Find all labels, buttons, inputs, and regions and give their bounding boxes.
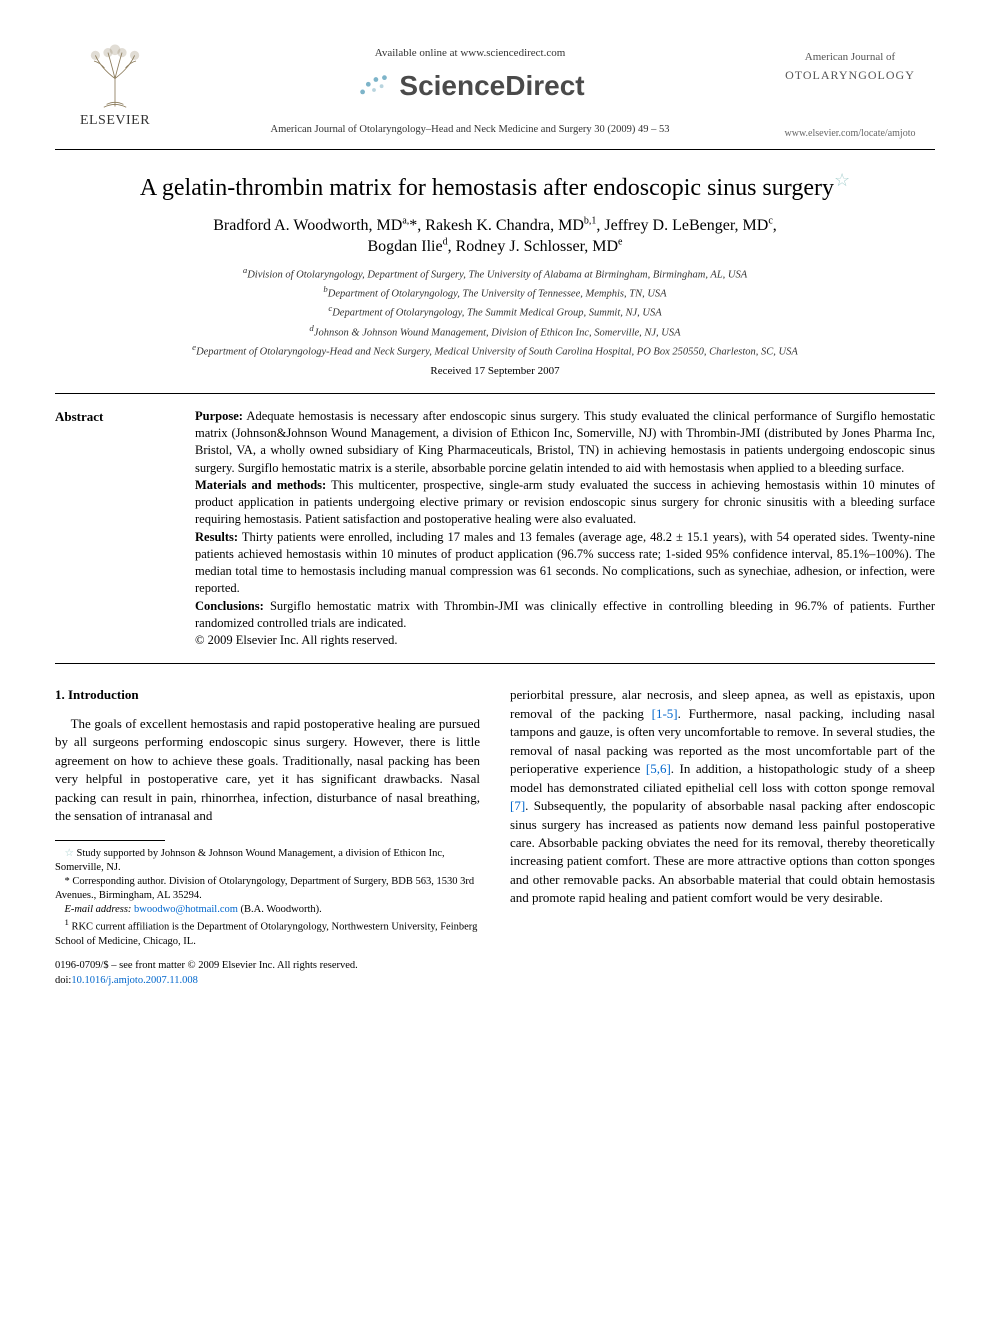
title-star-icon: ☆ — [834, 170, 850, 190]
ref-5-6[interactable]: [5,6] — [646, 761, 671, 776]
footnote-rkc: 1 RKC current affiliation is the Departm… — [55, 917, 480, 949]
abstract-block: Abstract Purpose: Adequate hemostasis is… — [55, 394, 935, 664]
authors-line2: Bogdan Ilied, Rodney J. Schlosser, MDe — [367, 238, 622, 255]
ref-1-5[interactable]: [1-5] — [652, 706, 678, 721]
main-columns: 1. Introduction The goals of excellent h… — [55, 686, 935, 989]
footnote-email: E-mail address: bwoodwo@hotmail.com (B.A… — [55, 903, 480, 917]
doi-link[interactable]: 10.1016/j.amjoto.2007.11.008 — [71, 975, 197, 986]
ref-7[interactable]: [7] — [510, 798, 525, 813]
front-matter: 0196-0709/$ – see front matter © 2009 El… — [55, 959, 480, 974]
received-date: Received 17 September 2007 — [55, 364, 935, 379]
results-head: Results: — [195, 530, 238, 544]
availability-text: Available online at www.sciencedirect.co… — [175, 46, 765, 61]
elsevier-tree-icon — [80, 40, 150, 110]
affiliation-e: eDepartment of Otolaryngology-Head and N… — [55, 341, 935, 360]
sciencedirect-block: Available online at www.sciencedirect.co… — [175, 40, 765, 141]
results-text: Thirty patients were enrolled, including… — [195, 530, 935, 596]
email-link[interactable]: bwoodwo@hotmail.com — [134, 904, 238, 915]
col2-part-d: . Subsequently, the popularity of absorb… — [510, 798, 935, 905]
conclusions-text: Surgiflo hemostatic matrix with Thrombin… — [195, 599, 935, 630]
sciencedirect-logo: ScienceDirect — [355, 67, 584, 105]
footnote-corresponding: * Corresponding author. Division of Otol… — [55, 875, 480, 903]
methods-head: Materials and methods: — [195, 478, 326, 492]
affiliations: aDivision of Otolaryngology, Department … — [55, 264, 935, 360]
header-rule — [55, 149, 935, 150]
footnote-rule — [55, 840, 165, 841]
title-text: A gelatin-thrombin matrix for hemostasis… — [140, 175, 834, 201]
affiliation-c: cDepartment of Otolaryngology, The Summi… — [55, 302, 935, 321]
column-right: periorbital pressure, alar necrosis, and… — [510, 686, 935, 989]
publisher-block: ELSEVIER — [55, 40, 175, 131]
email-suffix: (B.A. Woodworth). — [238, 904, 322, 915]
doi-line: doi:10.1016/j.amjoto.2007.11.008 — [55, 974, 480, 989]
affiliation-d: dJohnson & Johnson Wound Management, Div… — [55, 322, 935, 341]
abstract-copyright: © 2009 Elsevier Inc. All rights reserved… — [195, 633, 398, 647]
sciencedirect-swirl-icon — [355, 71, 393, 101]
citation-line: American Journal of Otolaryngology–Head … — [175, 123, 765, 137]
journal-url: www.elsevier.com/locate/amjoto — [765, 127, 935, 141]
footnotes: ☆ Study supported by Johnson & Johnson W… — [55, 847, 480, 950]
intro-para-left: The goals of excellent hemostasis and ra… — [55, 715, 480, 826]
email-label: E-mail address: — [64, 904, 134, 915]
header-row: ELSEVIER Available online at www.science… — [55, 40, 935, 141]
purpose-head: Purpose: — [195, 409, 243, 423]
intro-para-right: periorbital pressure, alar necrosis, and… — [510, 686, 935, 907]
affiliation-a: aDivision of Otolaryngology, Department … — [55, 264, 935, 283]
journal-name-line1: American Journal of — [765, 50, 935, 65]
sciencedirect-brand: ScienceDirect — [399, 67, 584, 105]
intro-heading: 1. Introduction — [55, 686, 480, 704]
authors-line1: Bradford A. Woodworth, MDa,*, Rakesh K. … — [213, 217, 777, 234]
abstract-body: Purpose: Adequate hemostasis is necessar… — [195, 408, 935, 650]
doi-label: doi: — [55, 975, 71, 986]
purpose-text: Adequate hemostasis is necessary after e… — [195, 409, 935, 475]
journal-name-line2: OTOLARYNGOLOGY — [765, 67, 935, 83]
conclusions-head: Conclusions: — [195, 599, 264, 613]
article-title: A gelatin-thrombin matrix for hemostasis… — [55, 168, 935, 204]
doi-block: 0196-0709/$ – see front matter © 2009 El… — [55, 959, 480, 989]
abstract-label: Abstract — [55, 408, 165, 650]
abstract-bottom-rule — [55, 663, 935, 664]
journal-block: American Journal of OTOLARYNGOLOGY www.e… — [765, 40, 935, 141]
affiliation-b: bDepartment of Otolaryngology, The Unive… — [55, 283, 935, 302]
footnote-star: ☆ Study supported by Johnson & Johnson W… — [55, 847, 480, 875]
authors: Bradford A. Woodworth, MDa,*, Rakesh K. … — [55, 214, 935, 258]
column-left: 1. Introduction The goals of excellent h… — [55, 686, 480, 989]
article-page: ELSEVIER Available online at www.science… — [0, 0, 990, 1019]
elsevier-label: ELSEVIER — [80, 112, 150, 131]
